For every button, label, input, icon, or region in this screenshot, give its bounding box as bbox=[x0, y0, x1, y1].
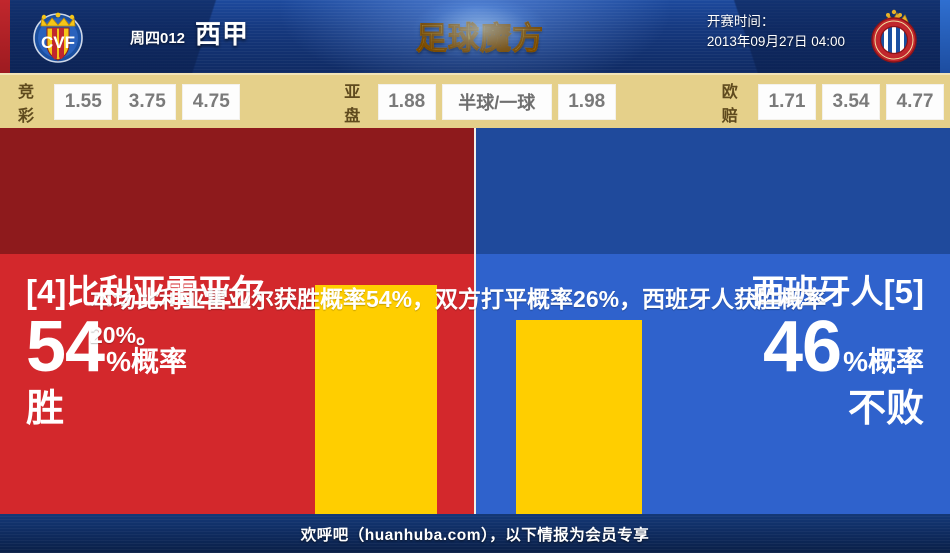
home-percent-unit: %概率 bbox=[106, 346, 187, 378]
odds-group-jingcai: 竞彩 1.55 3.75 4.75 bbox=[18, 78, 246, 126]
header-accent-stripe-right bbox=[940, 0, 950, 73]
odds-label-oupei: 欧赔 bbox=[721, 83, 739, 125]
header: CVF 周四012 西甲 足球魔方 开赛时 bbox=[0, 0, 950, 73]
home-outcome-label: 胜 bbox=[26, 387, 65, 430]
odds-value-yapan-away[interactable]: 1.98 bbox=[557, 83, 616, 120]
footer: 欢呼吧（huanhuba.com），以下情报为会员专享 bbox=[0, 514, 950, 553]
odds-value-jingcai-draw[interactable]: 3.75 bbox=[118, 83, 177, 120]
home-team-name: [4]比利亚雷亚尔 bbox=[26, 273, 265, 310]
odds-group-yapan: 亚盘 1.88 半球/一球 1.98 bbox=[344, 78, 621, 126]
svg-text:CVF: CVF bbox=[41, 33, 75, 52]
odds-label-jingcai: 竞彩 bbox=[18, 83, 36, 125]
kickoff-info: 开赛时间： 2013年09月27日 04:00 bbox=[707, 12, 845, 51]
header-accent-stripe-left bbox=[0, 0, 10, 73]
away-outcome-label: 不败 bbox=[847, 387, 924, 430]
odds-value-oupei-draw[interactable]: 3.54 bbox=[822, 83, 880, 120]
round-number: 周四012 bbox=[130, 30, 186, 47]
kickoff-label: 开赛时间： bbox=[706, 14, 775, 29]
kickoff-time: 2013年09月27日 04:00 bbox=[706, 33, 845, 49]
site-logo[interactable]: 足球魔方 bbox=[400, 0, 560, 73]
home-percent-value: 54 bbox=[26, 307, 105, 388]
league-info: 周四012 西甲 bbox=[130, 14, 249, 51]
odds-group-oupei: 欧赔 1.71 3.54 4.77 bbox=[722, 78, 950, 126]
league-name: 西甲 bbox=[195, 19, 250, 49]
villarreal-cf-crest-icon: CVF bbox=[33, 12, 83, 63]
away-percent-unit: %概率 bbox=[843, 346, 924, 378]
rcd-espanyol-crest-icon bbox=[871, 9, 917, 63]
odds-value-jingcai-home[interactable]: 1.55 bbox=[54, 83, 113, 120]
odds-value-yapan-home[interactable]: 1.88 bbox=[377, 83, 436, 120]
footer-text: 欢呼吧（huanhuba.com），以下情报为会员专享 bbox=[300, 526, 650, 544]
probability-panel: 本场比利亚雷亚尔获胜概率54%，双方打平概率26%，西班牙人获胜概率20%。 [… bbox=[0, 128, 950, 514]
away-stat-block: 西班牙人[5] 46 %概率 不败 bbox=[751, 273, 924, 431]
odds-label-yapan: 亚盘 bbox=[344, 83, 362, 125]
away-summary-band bbox=[476, 128, 950, 254]
odds-value-jingcai-away[interactable]: 4.75 bbox=[182, 83, 241, 120]
odds-value-oupei-home[interactable]: 1.71 bbox=[758, 83, 816, 120]
odds-value-oupei-away[interactable]: 4.77 bbox=[886, 83, 944, 120]
panel-divider bbox=[474, 128, 476, 514]
away-probability-bar bbox=[516, 320, 642, 514]
away-team-name: 西班牙人[5] bbox=[751, 273, 924, 310]
home-summary-band bbox=[0, 128, 474, 254]
away-percent-row: 46 %概率 bbox=[752, 307, 924, 388]
home-percent-row: 54 %概率 bbox=[26, 307, 264, 388]
odds-value-yapan-handicap[interactable]: 半球/一球 bbox=[441, 83, 552, 120]
home-probability-bar bbox=[315, 285, 437, 514]
site-logo-text: 足球魔方 bbox=[416, 13, 544, 58]
away-percent-value: 46 bbox=[763, 307, 842, 388]
summary-text: 本场比利亚雷亚尔获胜概率54%，双方打平概率26%，西班牙人获胜概率20%。 bbox=[90, 286, 827, 348]
home-stat-block: [4]比利亚雷亚尔 54 %概率 胜 bbox=[26, 273, 265, 431]
odds-bar: 竞彩 1.55 3.75 4.75 亚盘 1.88 半球/一球 1.98 欧赔 … bbox=[0, 73, 950, 128]
